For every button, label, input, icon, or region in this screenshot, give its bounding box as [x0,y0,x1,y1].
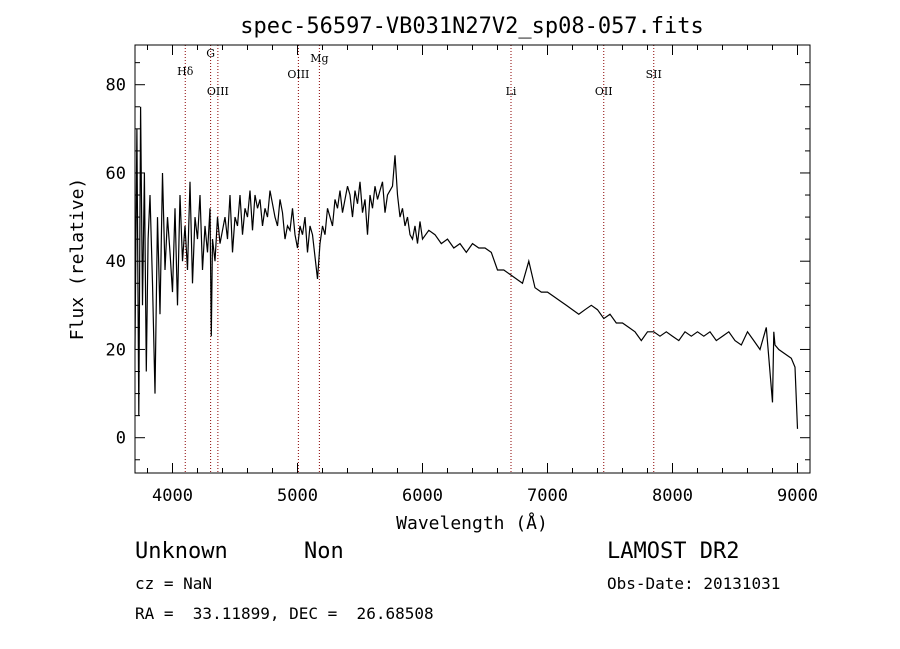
y-tick-label: 40 [106,252,126,272]
x-tick-label: 7000 [527,486,568,506]
x-tick-label: 4000 [152,486,193,506]
sky-coordinates: RA = 33.11899, DEC = 26.68508 [135,604,434,623]
x-tick-label: 8000 [652,486,693,506]
spectral-line-label: OIII [287,68,309,81]
x-axis-label: Wavelength (Å) [396,512,548,534]
object-subclass: Non [304,539,344,564]
spectral-line-label: Hδ [177,65,194,78]
y-tick-label: 0 [116,429,126,449]
spectrum-line [134,106,799,429]
observation-date: Obs-Date: 20131031 [607,574,781,593]
survey-name: LAMOST DR2 [607,539,740,564]
spectral-line-label: G [206,47,215,60]
spectral-line-label: SII [646,68,662,81]
object-class: Unknown [135,539,228,564]
spectral-line-label: OIII [207,85,229,98]
spectral-line-label: Li [506,85,517,98]
y-tick-label: 60 [106,164,126,184]
spectrum-series [134,106,799,429]
y-axis-ticks: 0 20 40 60 80 [106,62,810,461]
spectral-line-label: Mg [310,52,328,65]
x-tick-label: 9000 [777,486,818,506]
y-axis-label: Flux (relative) [67,178,88,341]
x-axis-ticks: 4000 5000 6000 7000 8000 9000 [147,45,818,506]
chart-title: spec-56597-VB031N27V2_sp08-057.fits [240,14,704,39]
y-tick-label: 80 [106,76,126,96]
x-tick-label: 5000 [277,486,318,506]
y-tick-label: 20 [106,340,126,360]
plot-frame [134,44,811,474]
redshift-cz: cz = NaN [135,574,213,593]
x-tick-label: 6000 [402,486,443,506]
spectral-line-label: OII [595,85,613,98]
